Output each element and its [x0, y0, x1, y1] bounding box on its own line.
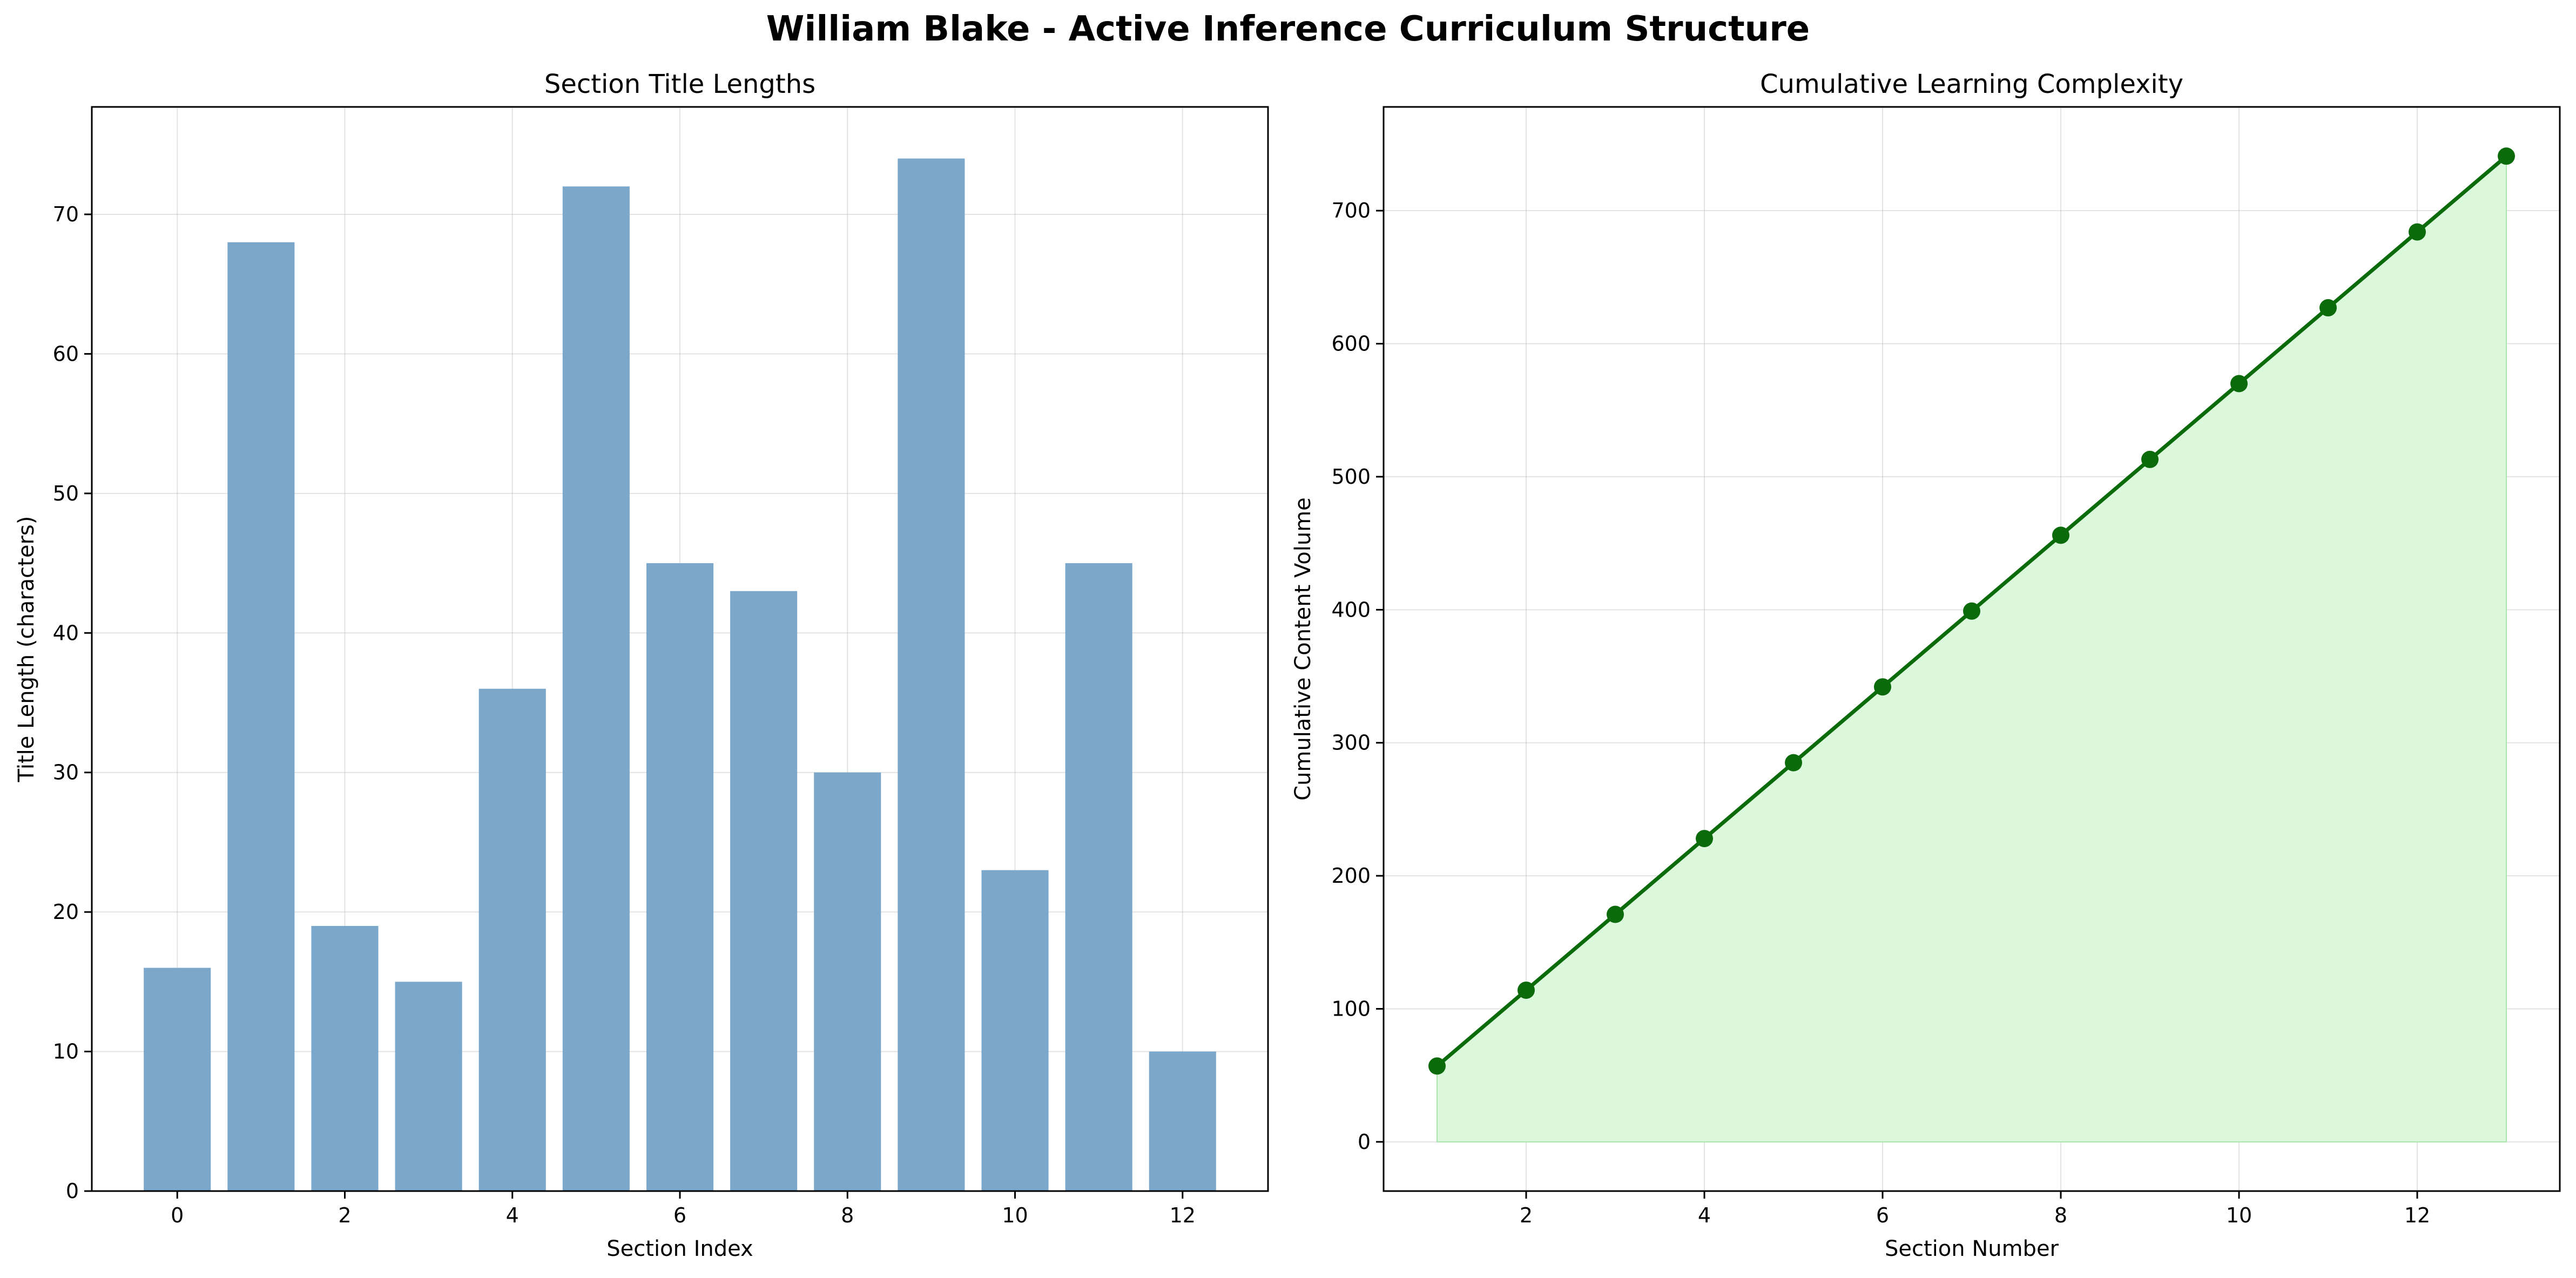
- bar-chart-y-tick-label: 40: [53, 621, 79, 645]
- bar: [981, 870, 1049, 1191]
- series-point: [1428, 1057, 1446, 1075]
- area-chart-x-tick-label: 2: [1520, 1203, 1533, 1227]
- series-point: [2141, 450, 2159, 468]
- bar-chart-x-tick-label: 4: [506, 1203, 519, 1227]
- bar-chart-x-ticks: 0 2 4 6 8 10 12: [171, 1191, 1196, 1227]
- bar: [814, 772, 881, 1191]
- bar: [144, 968, 211, 1191]
- figure-title: William Blake - Active Inference Curricu…: [766, 9, 1810, 49]
- bar-chart-y-tick-label: 20: [53, 900, 79, 924]
- bar-chart-y-tick-label: 0: [66, 1179, 79, 1203]
- bar-chart-x-tick-label: 0: [171, 1203, 184, 1227]
- series-point: [2409, 223, 2426, 241]
- area-chart-y-axis-label: Cumulative Content Volume: [1291, 497, 1316, 801]
- series-point: [1874, 678, 1891, 696]
- bar: [395, 982, 462, 1191]
- area-chart-x-tick-label: 4: [1698, 1203, 1711, 1227]
- bar-chart-x-tick-label: 6: [673, 1203, 686, 1227]
- bar-chart-y-tick-label: 50: [53, 482, 79, 505]
- bar: [1149, 1051, 1216, 1191]
- bar-chart-y-ticks: 0 10 20 30 40 50 60 70: [53, 202, 92, 1203]
- series-point: [2498, 147, 2515, 165]
- area-chart-y-tick-label: 0: [1358, 1130, 1371, 1154]
- bar-chart-bars: [144, 158, 1216, 1192]
- area-chart-title: Cumulative Learning Complexity: [1760, 69, 2183, 99]
- area-chart-y-tick-label: 100: [1331, 997, 1371, 1020]
- series-point: [1696, 830, 1713, 848]
- area-chart-x-tick-label: 12: [2404, 1203, 2430, 1227]
- bar-chart-y-tick-label: 30: [53, 761, 79, 785]
- series-point: [2230, 375, 2248, 393]
- area-chart-y-tick-label: 300: [1331, 731, 1371, 755]
- bar: [1065, 563, 1132, 1191]
- area-chart-y-tick-label: 200: [1331, 864, 1371, 888]
- area-chart-x-tick-label: 6: [1876, 1203, 1889, 1227]
- bar: [646, 563, 714, 1191]
- area-chart-y-tick-label: 500: [1331, 465, 1371, 489]
- bar-chart-y-tick-label: 60: [53, 342, 79, 366]
- area-chart-x-tick-label: 8: [2054, 1203, 2067, 1227]
- bar: [478, 688, 546, 1191]
- series-point: [2319, 299, 2337, 317]
- area-chart-x-axis-label: Section Number: [1885, 1236, 2059, 1261]
- bar-chart-title: Section Title Lengths: [544, 69, 815, 99]
- area-chart-y-tick-label: 700: [1331, 199, 1371, 222]
- bar-chart-x-tick-label: 10: [1002, 1203, 1028, 1227]
- bar: [227, 242, 295, 1191]
- bar: [898, 158, 965, 1192]
- area-chart-x-ticks: 2 4 6 8 10 12: [1520, 1191, 2430, 1227]
- bar-chart-y-tick-label: 70: [53, 202, 79, 226]
- bar: [562, 186, 630, 1191]
- area-chart-y-ticks: 0 100 200 300 400 500 600 700: [1331, 199, 1384, 1154]
- bar-chart-x-tick-label: 12: [1170, 1203, 1196, 1227]
- area-chart-y-tick-label: 400: [1331, 598, 1371, 621]
- bar-chart-x-tick-label: 8: [841, 1203, 854, 1227]
- area-chart: Cumulative Learning Complexity 2 4 6 8 10 12 …: [1291, 69, 2561, 1261]
- area-chart-y-tick-label: 600: [1331, 332, 1371, 356]
- bar-chart-x-tick-label: 2: [338, 1203, 351, 1227]
- bar-chart-y-tick-label: 10: [53, 1040, 79, 1064]
- series-point: [1785, 754, 1802, 772]
- bar: [311, 925, 379, 1191]
- bar-chart-y-axis-label: Title Length (characters): [14, 516, 39, 783]
- series-point: [2052, 526, 2069, 544]
- bar-chart-x-axis-label: Section Index: [606, 1236, 753, 1261]
- series-point: [1607, 905, 1624, 923]
- bar-chart: Section Title Lengths 0 2 4 6 8 10 12 0 10 20 30 4…: [14, 69, 1269, 1261]
- series-point: [1963, 602, 1980, 620]
- series-point: [1518, 981, 1535, 999]
- area-chart-frame: [1383, 106, 2561, 1192]
- bar: [730, 591, 798, 1191]
- area-chart-x-tick-label: 10: [2226, 1203, 2252, 1227]
- area-chart-series: [1428, 147, 2515, 1142]
